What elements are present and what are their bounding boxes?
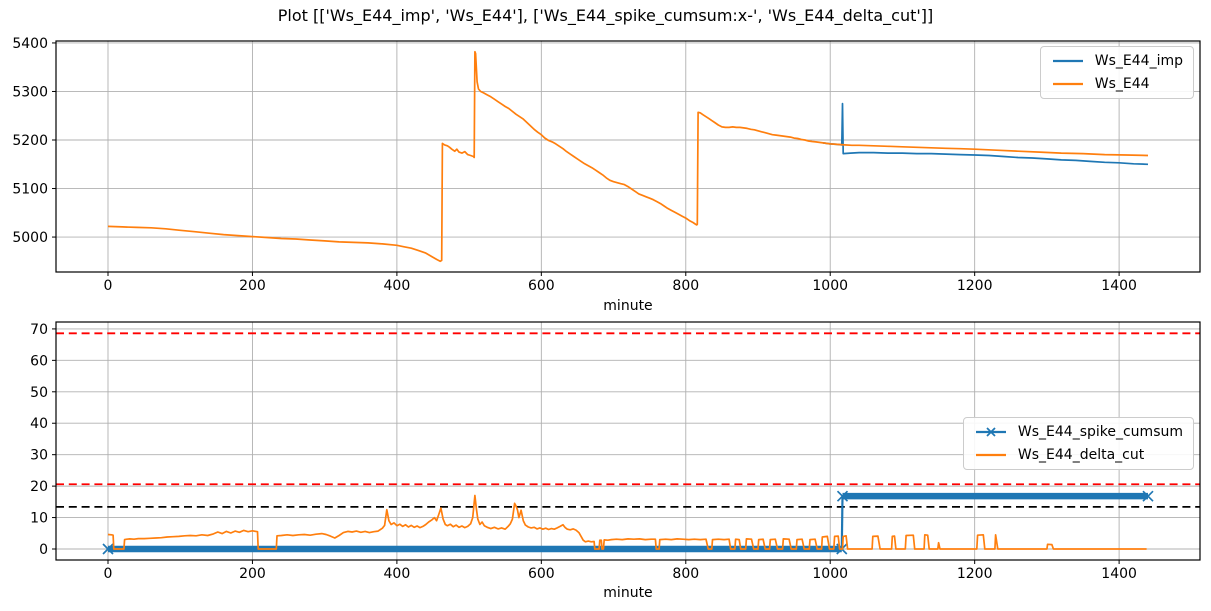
svg-text:600: 600 [528, 278, 555, 294]
svg-text:10: 10 [30, 511, 48, 527]
line-sample-icon [1051, 77, 1085, 91]
svg-text:5200: 5200 [12, 133, 48, 149]
legend-label: Ws_E44_spike_cumsum [1017, 424, 1183, 440]
svg-text:70: 70 [30, 322, 48, 338]
svg-text:1400: 1400 [1101, 566, 1137, 582]
legend-item: Ws_E44 [1051, 76, 1183, 92]
legend-item: Ws_E44_spike_cumsum [974, 424, 1183, 440]
svg-text:40: 40 [30, 416, 48, 432]
legend-item: Ws_E44_imp [1051, 53, 1183, 69]
svg-text:50: 50 [30, 385, 48, 401]
svg-text:1200: 1200 [957, 278, 993, 294]
svg-text:1000: 1000 [812, 278, 848, 294]
svg-text:200: 200 [239, 278, 266, 294]
legend-top-plot: Ws_E44_imp Ws_E44 [1039, 46, 1194, 99]
axes-frame [55, 40, 1201, 273]
series-Ws_E44 [107, 50, 1149, 263]
series-Ws_E44_spike_cumsum [102, 490, 1154, 555]
subplot-1: 0 200 400 600 800 1000 1200 1400 5000 5100 5200 530… [12, 36, 1201, 294]
legend-bottom-plot: Ws_E44_spike_cumsum Ws_E44_delta_cut [962, 417, 1194, 470]
tick-labels: 0 200 400 600 800 1000 1200 1400 0 10 20 30 40 50 60 70 [30, 322, 1137, 582]
svg-text:5000: 5000 [12, 230, 48, 246]
tick-labels: 0 200 400 600 800 1000 1200 1400 5000 5100 5200 530… [12, 36, 1137, 294]
svg-text:800: 800 [672, 278, 699, 294]
x-marker-line-sample-icon [974, 425, 1008, 439]
xlabel-bottom-plot: minute [603, 585, 653, 601]
svg-text:5100: 5100 [12, 182, 48, 198]
svg-text:1400: 1400 [1101, 278, 1137, 294]
legend-label: Ws_E44_imp [1094, 53, 1183, 69]
svg-text:1000: 1000 [812, 566, 848, 582]
svg-text:5400: 5400 [12, 36, 48, 52]
legend-label: Ws_E44_delta_cut [1017, 447, 1145, 463]
xlabel-top-plot: minute [603, 298, 653, 314]
svg-text:60: 60 [30, 353, 48, 369]
svg-text:30: 30 [30, 448, 48, 464]
svg-text:400: 400 [384, 278, 411, 294]
series-Ws_E44_delta_cut [107, 494, 1147, 550]
svg-text:0: 0 [39, 542, 48, 558]
svg-text:200: 200 [239, 566, 266, 582]
chart-title: Plot [['Ws_E44_imp', 'Ws_E44'], ['Ws_E44… [277, 6, 934, 25]
svg-text:1200: 1200 [957, 566, 993, 582]
legend-label: Ws_E44 [1094, 76, 1150, 92]
svg-text:20: 20 [30, 479, 48, 495]
svg-text:5300: 5300 [12, 84, 48, 100]
svg-text:0: 0 [104, 278, 113, 294]
axes-frame [55, 321, 1201, 561]
series-Ws_E44_imp [822, 102, 1149, 166]
line-sample-icon [974, 448, 1008, 462]
grid [56, 41, 1200, 272]
svg-text:800: 800 [672, 566, 699, 582]
line-sample-icon [1051, 54, 1085, 68]
legend-item: Ws_E44_delta_cut [974, 447, 1183, 463]
svg-text:600: 600 [528, 566, 555, 582]
svg-text:0: 0 [104, 566, 113, 582]
svg-text:400: 400 [384, 566, 411, 582]
